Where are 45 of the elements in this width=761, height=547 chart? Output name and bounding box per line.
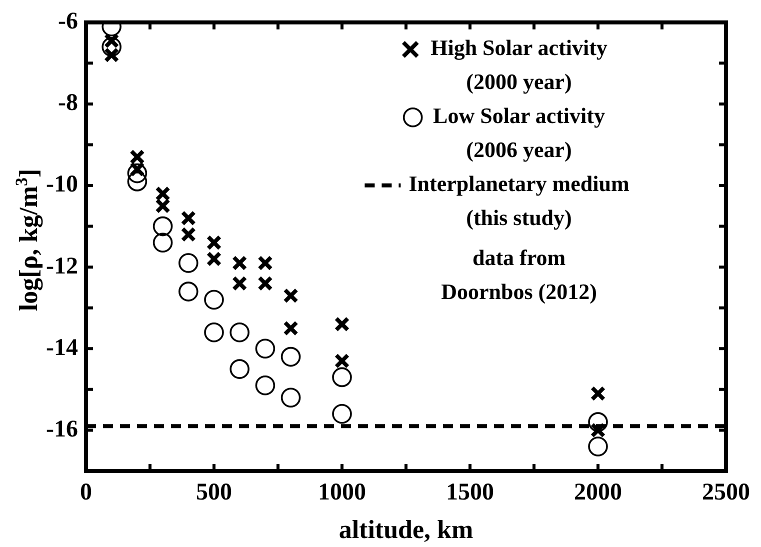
annotation: data from Doornbos (2012) <box>441 245 597 304</box>
y-tick-label: -6 <box>58 8 78 35</box>
legend-label: Interplanetary medium (this study) <box>408 171 630 230</box>
x-tick-label: 2000 <box>574 480 622 506</box>
point <box>232 255 248 271</box>
point <box>258 255 273 271</box>
point <box>590 422 606 438</box>
point <box>230 359 250 379</box>
point <box>255 338 276 359</box>
point <box>232 276 248 292</box>
point <box>255 375 276 396</box>
point <box>204 290 224 310</box>
point <box>334 316 350 332</box>
point <box>258 276 273 292</box>
x-tick-label: 500 <box>196 480 232 506</box>
point <box>280 388 301 408</box>
y-tick-label: -16 <box>46 416 78 442</box>
point <box>152 232 173 253</box>
point <box>590 386 606 402</box>
point <box>280 346 301 367</box>
point <box>178 282 198 302</box>
point <box>334 353 350 369</box>
x-axis-title: altitude, km <box>338 515 474 544</box>
point <box>283 288 298 304</box>
x-tick-label: 0 <box>80 480 92 506</box>
point <box>588 412 608 432</box>
y-tick-label: -8 <box>58 90 78 116</box>
y-tick-label: -10 <box>46 172 78 198</box>
x-tick-label: 1000 <box>318 480 366 506</box>
point <box>178 253 198 273</box>
point <box>230 322 250 342</box>
point <box>332 404 352 424</box>
legend-label: Low Solar activity (2006 year) <box>433 103 605 162</box>
y-tick-label: -14 <box>46 334 78 361</box>
point <box>588 436 608 456</box>
x-tick-label: 1500 <box>446 480 494 506</box>
x-tick-label: 2500 <box>702 480 750 506</box>
legend-label: High Solar activity (2000 year) <box>430 35 608 94</box>
point <box>332 367 352 388</box>
point <box>152 216 173 236</box>
point <box>102 36 122 57</box>
point <box>127 172 148 192</box>
point <box>283 320 298 336</box>
point <box>204 322 224 342</box>
y-tick-label: -12 <box>46 253 78 280</box>
